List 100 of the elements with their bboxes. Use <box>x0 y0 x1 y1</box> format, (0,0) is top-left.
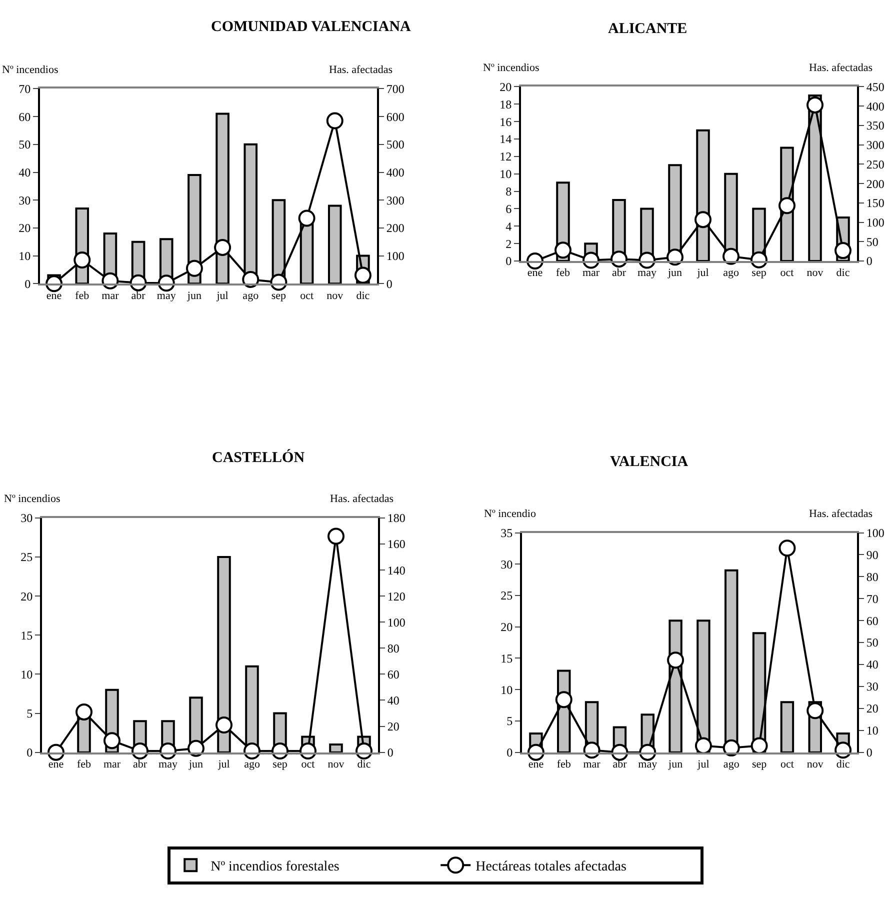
x-tick-label: feb <box>76 758 92 771</box>
y2-tick-label: 450 <box>866 80 884 94</box>
y-tick-label: 25 <box>20 550 33 564</box>
y2-tick-label: 70 <box>866 592 878 606</box>
y-tick-label: 16 <box>500 114 512 129</box>
y2-tick-label: 180 <box>387 511 406 526</box>
y2-tick-label: 60 <box>866 614 878 628</box>
y2-axis-title: Has. afectadas <box>809 62 873 74</box>
y-tick-label: 0 <box>506 746 513 760</box>
y2-tick-label: 80 <box>387 641 400 656</box>
x-tick-label: nov <box>326 290 344 302</box>
x-tick-label: sep <box>271 290 287 302</box>
y-tick-label: 0 <box>506 254 512 268</box>
y-tick-label: 5 <box>26 706 33 720</box>
y-tick-label: 15 <box>20 628 33 642</box>
y2-tick-label: 20 <box>387 719 400 734</box>
x-tick-label: oct <box>780 267 794 280</box>
y-tick-label: 5 <box>506 714 513 728</box>
x-tick-label: ene <box>46 290 62 302</box>
legend-label: Hectáreas totales afectadas <box>476 860 626 875</box>
x-tick-label: nov <box>806 267 824 280</box>
y-axis-title: Nº incendios <box>2 64 58 76</box>
y2-tick-label: 200 <box>866 176 884 191</box>
y-tick-label: 60 <box>18 110 31 124</box>
x-tick-label: ago <box>723 267 740 280</box>
y-tick-label: 10 <box>18 249 31 264</box>
x-tick-label: jun <box>666 267 683 280</box>
x-tick-label: ene <box>527 267 543 280</box>
x-tick-label: mar <box>103 758 121 771</box>
x-tick-label: mar <box>583 758 601 771</box>
x-tick-label: abr <box>612 267 626 280</box>
y-tick-label: 20 <box>18 221 31 236</box>
x-tick-label: abr <box>612 758 628 771</box>
y2-tick-label: 120 <box>387 589 406 604</box>
x-tick-label: jul <box>216 290 228 302</box>
y2-tick-label: 0 <box>386 276 392 291</box>
chart-title: ALICANTE <box>608 21 688 37</box>
x-tick-label: ago <box>242 290 260 302</box>
y-tick-label: 20 <box>500 620 513 634</box>
x-tick-label: jun <box>668 758 684 771</box>
y2-tick-label: 150 <box>866 196 884 210</box>
y2-tick-label: 40 <box>387 693 400 708</box>
y-tick-label: 30 <box>18 193 31 208</box>
x-tick-label: jul <box>696 758 710 771</box>
y-tick-label: 70 <box>18 82 31 96</box>
y2-tick-label: 10 <box>866 724 878 738</box>
y2-tick-label: 600 <box>386 110 404 124</box>
y2-tick-label: 100 <box>387 615 406 630</box>
y2-axis-title: Has. afectadas <box>329 64 393 76</box>
y2-tick-label: 60 <box>387 667 400 682</box>
y-tick-label: 50 <box>18 138 31 152</box>
y2-tick-label: 0 <box>387 746 394 760</box>
y2-tick-label: 400 <box>386 165 404 180</box>
y-tick-label: 35 <box>500 526 513 540</box>
y2-tick-label: 700 <box>386 82 404 96</box>
x-tick-label: dic <box>836 267 850 280</box>
y-tick-label: 20 <box>500 80 512 94</box>
y-tick-label: 0 <box>26 746 33 760</box>
y-tick-label: 30 <box>500 557 513 572</box>
y2-tick-label: 250 <box>866 157 884 172</box>
x-tick-label: sep <box>752 267 767 280</box>
x-tick-label: ene <box>528 758 544 771</box>
x-tick-label: may <box>638 758 658 771</box>
x-tick-label: mar <box>582 267 600 280</box>
y2-tick-label: 90 <box>866 548 878 562</box>
y2-tick-label: 30 <box>866 680 878 694</box>
x-tick-label: nov <box>806 758 824 771</box>
x-tick-label: jun <box>188 758 204 771</box>
y-tick-label: 40 <box>18 165 31 180</box>
x-tick-label: oct <box>300 290 314 302</box>
x-tick-label: dic <box>356 290 370 302</box>
y-tick-label: 6 <box>506 202 512 216</box>
y2-tick-label: 100 <box>386 249 404 264</box>
x-tick-label: may <box>158 758 178 771</box>
x-tick-label: oct <box>301 758 315 771</box>
y2-tick-label: 350 <box>866 118 884 133</box>
x-tick-label: sep <box>272 758 288 771</box>
y2-tick-label: 500 <box>386 138 404 152</box>
y2-tick-label: 0 <box>866 254 872 268</box>
y2-tick-label: 100 <box>866 526 884 540</box>
y2-tick-label: 50 <box>866 636 878 650</box>
y-tick-label: 12 <box>500 150 512 164</box>
y2-axis-title: Has. afectadas <box>330 493 394 505</box>
y-tick-label: 15 <box>500 651 513 666</box>
y-tick-label: 10 <box>20 667 33 682</box>
y-tick-label: 10 <box>500 167 512 182</box>
chart-title: COMUNIDAD VALENCIANA <box>211 19 412 35</box>
x-tick-label: jul <box>217 758 230 771</box>
x-tick-label: sep <box>752 758 768 771</box>
x-tick-label: oct <box>780 758 794 771</box>
y2-tick-label: 100 <box>866 215 884 230</box>
y-tick-label: 30 <box>20 511 33 526</box>
y2-tick-label: 140 <box>387 563 406 578</box>
y2-tick-label: 50 <box>866 234 878 249</box>
y2-tick-label: 200 <box>386 221 404 236</box>
x-tick-label: abr <box>132 758 148 771</box>
chart-title: VALENCIA <box>610 454 688 470</box>
y-axis-title: Nº incendios <box>4 493 60 505</box>
x-tick-label: ene <box>48 758 64 771</box>
x-tick-label: dic <box>836 758 850 771</box>
